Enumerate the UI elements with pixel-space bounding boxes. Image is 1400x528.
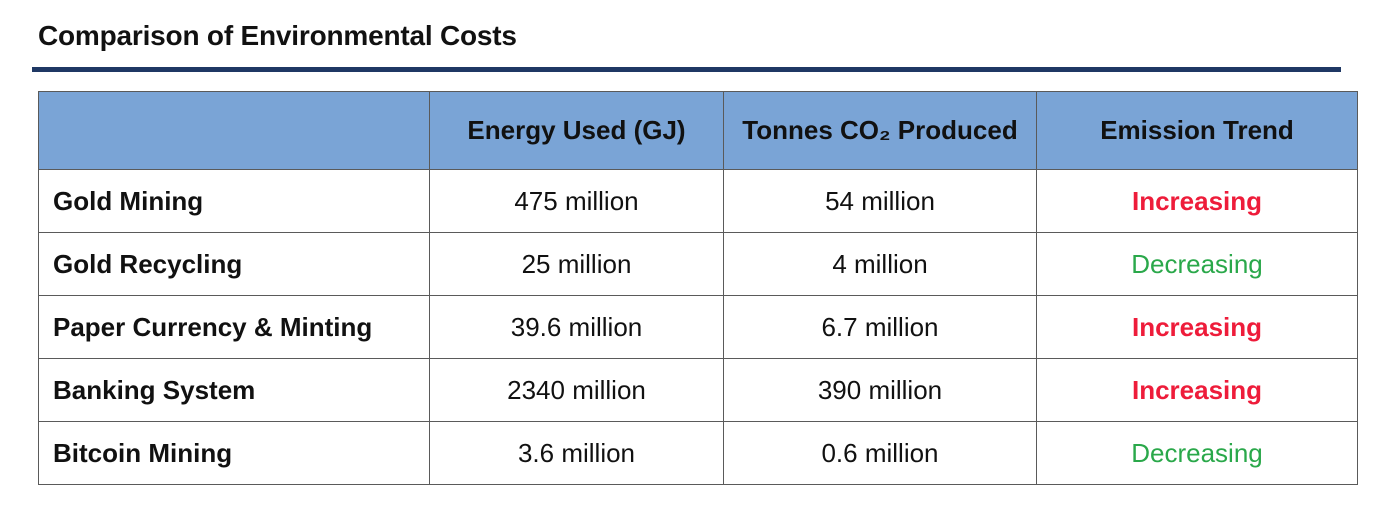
energy-cell: 39.6 million (429, 295, 724, 359)
column-header-label (38, 91, 430, 170)
title-divider (32, 67, 1341, 72)
row-label: Banking System (38, 358, 430, 422)
trend-cell: Increasing (1036, 169, 1358, 233)
co2-cell: 6.7 million (723, 295, 1037, 359)
energy-cell: 475 million (429, 169, 724, 233)
trend-cell: Decreasing (1036, 421, 1358, 485)
column-header-trend: Emission Trend (1036, 91, 1358, 170)
table-row: Banking System 2340 million 390 million … (38, 358, 1358, 422)
row-label: Gold Mining (38, 169, 430, 233)
trend-cell: Increasing (1036, 358, 1358, 422)
row-label: Bitcoin Mining (38, 421, 430, 485)
co2-cell: 390 million (723, 358, 1037, 422)
header-row: Energy Used (GJ) Tonnes CO₂ Produced Emi… (38, 91, 1358, 170)
energy-cell: 2340 million (429, 358, 724, 422)
table-row: Bitcoin Mining 3.6 million 0.6 million D… (38, 421, 1358, 485)
page-title: Comparison of Environmental Costs (38, 20, 517, 51)
table-row: Gold Recycling 25 million 4 million Decr… (38, 232, 1358, 296)
row-label: Paper Currency & Minting (38, 295, 430, 359)
column-header-co2: Tonnes CO₂ Produced (723, 91, 1037, 170)
table-row: Paper Currency & Minting 39.6 million 6.… (38, 295, 1358, 359)
trend-cell: Increasing (1036, 295, 1358, 359)
comparison-table: Energy Used (GJ) Tonnes CO₂ Produced Emi… (38, 91, 1358, 485)
energy-cell: 25 million (429, 232, 724, 296)
co2-cell: 4 million (723, 232, 1037, 296)
co2-cell: 0.6 million (723, 421, 1037, 485)
column-header-energy: Energy Used (GJ) (429, 91, 724, 170)
row-label: Gold Recycling (38, 232, 430, 296)
table-row: Gold Mining 475 million 54 million Incre… (38, 169, 1358, 233)
trend-cell: Decreasing (1036, 232, 1358, 296)
co2-cell: 54 million (723, 169, 1037, 233)
energy-cell: 3.6 million (429, 421, 724, 485)
